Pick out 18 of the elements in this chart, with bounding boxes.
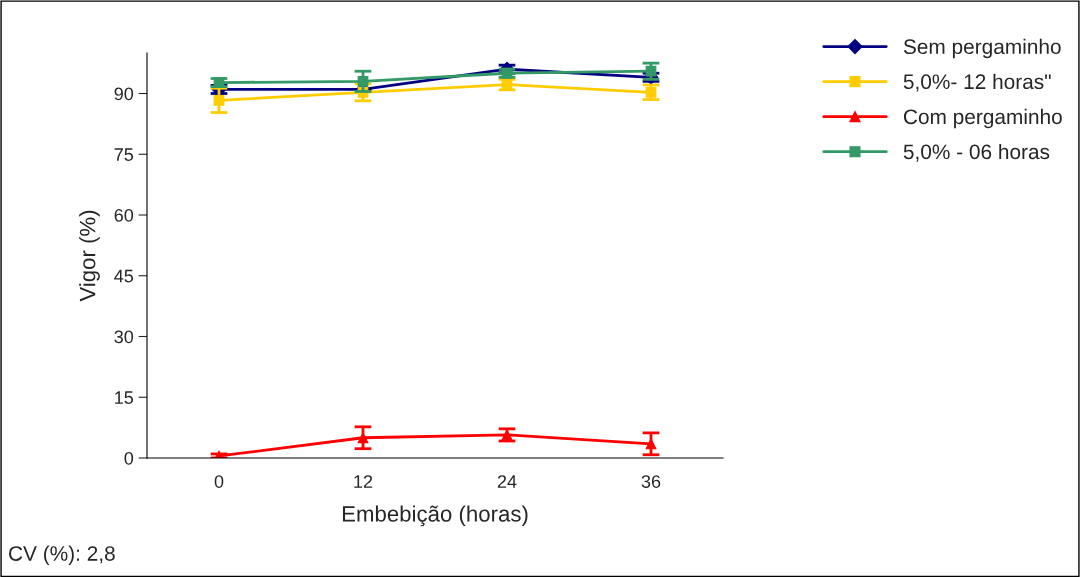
legend-label: 5,0% - 06 horas	[903, 143, 1050, 162]
y-tick-label: 60	[114, 208, 134, 222]
legend-label: 5,0%- 12 horas"	[903, 73, 1051, 92]
y-axis-title: Vigor (%)	[79, 210, 100, 302]
x-tick-label: 0	[214, 475, 224, 488]
y-tick-label: 45	[114, 269, 134, 283]
y-tick-label: 15	[115, 391, 134, 404]
legend-label: Com pergaminho	[903, 108, 1062, 129]
y-tick-label: 75	[114, 148, 134, 161]
text: CV (%): 2,8	[9, 545, 115, 565]
x-axis-title: Embebição (horas)	[342, 505, 528, 527]
x-tick-label: 36	[641, 475, 661, 488]
x-tick-label: 24	[497, 475, 517, 488]
legend-label: Sem pergaminho	[903, 38, 1061, 59]
y-tick-label: 30	[114, 330, 134, 344]
y-tick-label: 0	[124, 451, 134, 465]
x-tick-label: 12	[354, 475, 373, 488]
y-tick-label: 90	[114, 87, 134, 101]
